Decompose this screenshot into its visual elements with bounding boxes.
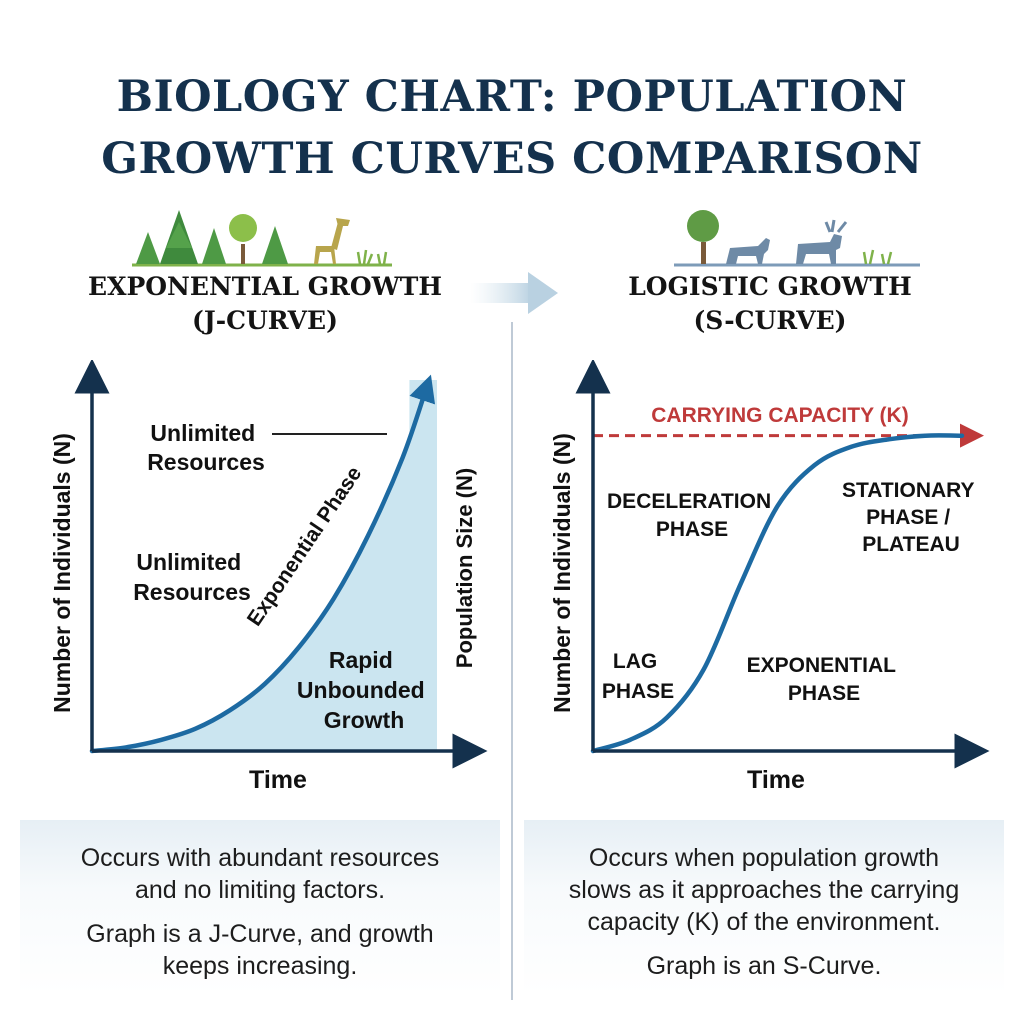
pine-tree-icon — [160, 210, 198, 264]
carrying-capacity-label: CARRYING CAPACITY (K) — [651, 404, 908, 427]
right-description-line-4: Graph is an S-Curve. — [646, 952, 882, 980]
right-description-line-3: capacity (K) of the environment. — [587, 908, 941, 936]
wolf-icon — [726, 238, 770, 264]
right-panel-title: LOGISTIC GROWTH (S-CURVE) — [545, 270, 995, 338]
moose-icon — [796, 219, 848, 264]
y-axis-label: Number of Individuals (N) — [549, 433, 575, 713]
wildlife-illustration — [674, 210, 920, 267]
exponential-phase-label: EXPONENTIAL PHASE — [747, 654, 902, 705]
secondary-y-axis-label: Population Size (N) — [452, 468, 477, 668]
left-description-band — [20, 820, 500, 995]
stationary-phase-label: STATIONARY PHASE / PLATEAU — [842, 479, 980, 556]
pine-tree-icon — [202, 228, 226, 264]
main-title-line-2: GROWTH CURVES COMPARISON — [101, 134, 923, 184]
forest-illustration — [132, 210, 392, 267]
main-title: BIOLOGY CHART: POPULATION GROWTH CURVES … — [0, 66, 1024, 190]
right-panel-title-line-2: (S-CURVE) — [693, 306, 847, 335]
s-curve-line — [590, 433, 965, 754]
annotation-unlimited-resources: Unlimited Resources — [133, 549, 251, 605]
deceleration-phase-label: DECELERATION PHASE — [607, 490, 777, 541]
spacer — [20, 906, 500, 918]
exponential-growth-chart: Time Number of Individuals (N) Populatio… — [49, 360, 488, 794]
area-under-curve — [92, 387, 427, 751]
grass-icon — [862, 249, 893, 265]
giraffe-icon — [314, 218, 350, 264]
left-panel-title-line-2: (J-CURVE) — [192, 306, 338, 335]
y-axis-label: Number of Individuals (N) — [49, 433, 75, 713]
left-description-line-1: Occurs with abundant resources — [80, 844, 440, 872]
right-description-line-2: slows as it approaches the carrying — [568, 876, 960, 904]
right-description: Occurs when population growth slows as i… — [524, 842, 1004, 982]
spacer — [524, 938, 1004, 950]
transition-arrow-icon — [470, 272, 558, 314]
left-description-line-2: and no limiting factors. — [134, 876, 386, 904]
left-panel-title-line-1: EXPONENTIAL GROWTH — [88, 272, 442, 301]
right-description-band — [524, 820, 1004, 995]
left-panel-title: EXPONENTIAL GROWTH (J-CURVE) — [40, 270, 490, 338]
round-tree-icon — [687, 210, 719, 264]
round-tree-icon — [229, 214, 257, 264]
annotation-unlimited-resources-callout: Unlimited Resources — [147, 420, 265, 475]
x-axis-label: Time — [747, 766, 805, 794]
lag-phase-label: LAG PHASE — [602, 650, 674, 703]
left-description-line-3: Graph is a J-Curve, and growth — [86, 920, 434, 948]
j-curve-line — [89, 374, 436, 754]
right-description-line-1: Occurs when population growth — [588, 844, 940, 872]
left-description: Occurs with abundant resources and no li… — [20, 842, 500, 982]
x-axis-label: Time — [249, 766, 307, 794]
grass-icon — [356, 249, 388, 265]
logistic-growth-chart: Time Number of Individuals (N) CARRYING … — [549, 360, 990, 794]
annotation-rapid-unbounded-growth: Rapid Unbounded Growth — [297, 647, 431, 733]
panel-divider — [511, 322, 513, 1000]
pine-tree-icon — [136, 232, 160, 264]
pine-tree-icon — [262, 226, 288, 264]
right-panel-title-line-1: LOGISTIC GROWTH — [628, 272, 912, 301]
main-title-line-1: BIOLOGY CHART: POPULATION — [116, 72, 908, 122]
left-description-line-4: keeps increasing. — [162, 952, 358, 980]
